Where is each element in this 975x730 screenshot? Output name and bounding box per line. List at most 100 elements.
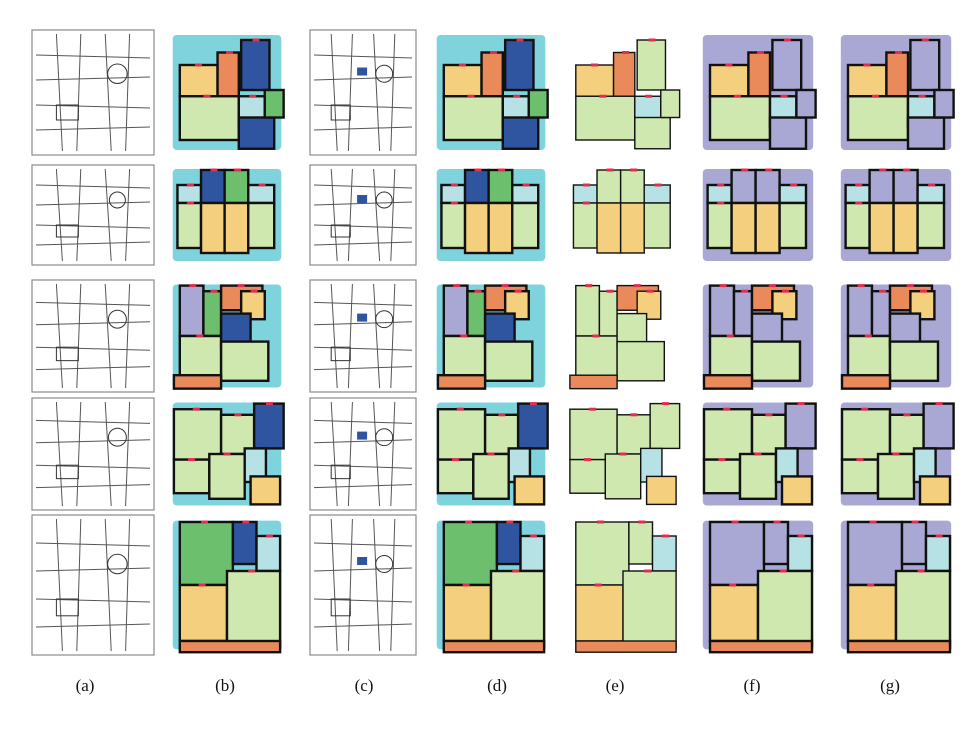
- sketch-accent: [357, 67, 368, 76]
- plan-room: [216, 51, 240, 98]
- sketch-furniture: [55, 104, 79, 121]
- door-mark: [237, 284, 245, 288]
- plan-room: [501, 116, 540, 150]
- door-mark: [633, 284, 641, 288]
- sketch-frame: [31, 279, 155, 393]
- panel-r1-b: [172, 35, 285, 150]
- sketch-wall: [35, 126, 151, 131]
- plan-room: [598, 290, 618, 337]
- door-mark: [903, 413, 911, 417]
- plan-room: [612, 51, 636, 97]
- sketch-furniture: [107, 427, 127, 447]
- sketch-wall: [125, 401, 131, 507]
- plan-room: [786, 534, 814, 573]
- plan-room: [172, 458, 211, 495]
- sketch-wall: [35, 321, 151, 326]
- sketch-furniture: [330, 224, 351, 238]
- door-mark: [594, 583, 602, 587]
- panel-r3-a: [31, 279, 155, 393]
- sketch-wall: [35, 567, 151, 572]
- sketch-wall: [390, 33, 396, 152]
- door-mark: [474, 168, 482, 172]
- door-mark: [779, 569, 787, 573]
- door-mark: [487, 452, 495, 456]
- sketch-furniture: [375, 310, 394, 329]
- panel-r5-b: [172, 520, 282, 654]
- plan-room: [223, 201, 250, 255]
- plan-room: [622, 570, 677, 649]
- sketch-wall: [35, 301, 151, 306]
- sketch-frame: [309, 29, 417, 156]
- plan-room: [489, 569, 546, 650]
- sketch-wall: [35, 201, 151, 206]
- plan-room: [575, 584, 624, 642]
- plan-room: [754, 201, 781, 255]
- plan-room: [178, 284, 205, 338]
- door-mark: [456, 407, 464, 411]
- plan-room: [237, 116, 276, 150]
- sketch-accent: [357, 313, 368, 322]
- plan-room: [442, 95, 504, 142]
- door-mark: [861, 407, 869, 411]
- plan-room: [178, 520, 235, 587]
- door-mark: [460, 334, 468, 338]
- plan-room: [527, 88, 549, 119]
- plan-room: [604, 453, 642, 500]
- plan-room: [202, 290, 223, 338]
- label-b: (b): [215, 676, 235, 695]
- plan-room: [176, 201, 203, 250]
- door-mark: [935, 402, 943, 406]
- plan-room: [868, 201, 895, 255]
- sketch-wall: [35, 76, 151, 81]
- sketch-wall: [313, 623, 413, 628]
- plan-room: [894, 569, 952, 650]
- plan-room: [892, 201, 919, 255]
- door-mark: [512, 569, 520, 573]
- plan-room: [730, 168, 757, 205]
- plan-room: [708, 639, 814, 654]
- plan-room: [846, 520, 904, 587]
- panel-r2-b: [172, 168, 282, 261]
- plan-room: [223, 168, 250, 205]
- plan-room: [178, 334, 223, 377]
- plan-room: [596, 202, 622, 254]
- plan-room: [643, 184, 671, 204]
- sketch-wall: [313, 301, 413, 306]
- sketch-wall: [313, 224, 413, 229]
- sketch-wall: [313, 126, 413, 131]
- plan-room: [708, 334, 754, 377]
- plan-room: [846, 334, 892, 377]
- door-mark: [754, 452, 762, 456]
- plan-room: [840, 408, 892, 461]
- panel-r3-b: [172, 284, 282, 390]
- panel-r2-d: [436, 168, 546, 261]
- plan-room: [263, 88, 285, 119]
- door-mark: [210, 289, 218, 293]
- door-mark: [248, 569, 256, 573]
- label-a: (a): [75, 676, 95, 695]
- door-mark: [783, 38, 791, 42]
- door-mark: [741, 168, 749, 172]
- panel-r2-f: [702, 168, 814, 261]
- plan-room: [487, 168, 514, 205]
- sketch-wall: [373, 283, 381, 389]
- panel-r4-d: [436, 402, 549, 506]
- door-mark: [872, 94, 879, 98]
- plan-room: [569, 374, 618, 390]
- panel-r4-g: [840, 402, 955, 506]
- label-f: (f): [743, 676, 761, 695]
- plan-room: [844, 201, 871, 250]
- door-mark: [588, 407, 596, 411]
- door-mark: [234, 413, 242, 417]
- sketch-wall: [55, 283, 63, 389]
- door-mark: [252, 38, 260, 42]
- door-mark: [250, 289, 258, 293]
- plan-room: [219, 340, 270, 383]
- door-mark: [895, 51, 903, 54]
- plan-room: [483, 340, 534, 383]
- plan-room: [466, 290, 487, 338]
- plan-room: [756, 569, 814, 650]
- door-mark: [529, 402, 537, 406]
- plan-room: [645, 475, 677, 506]
